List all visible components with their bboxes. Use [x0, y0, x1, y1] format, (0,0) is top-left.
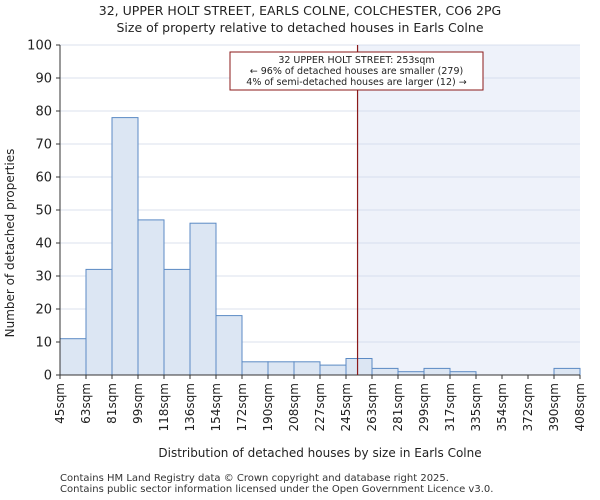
histogram-bar	[215, 315, 243, 376]
y-tick-label: 100	[27, 39, 52, 54]
x-tick-label: 136sqm	[183, 383, 197, 431]
x-tick-label: 99sqm	[131, 383, 145, 424]
histogram-bar	[137, 219, 165, 376]
x-tick-label: 408sqm	[573, 383, 587, 431]
chart-title: 32, UPPER HOLT STREET, EARLS COLNE, COLC…	[98, 3, 502, 18]
x-tick-label: 208sqm	[287, 383, 301, 431]
footer-licence: Contains public sector information licen…	[60, 484, 494, 495]
y-tick-label: 40	[35, 237, 52, 252]
x-tick-label: 372sqm	[521, 383, 535, 431]
x-tick-label: 227sqm	[313, 383, 327, 431]
y-tick-label: 80	[35, 105, 52, 120]
y-tick-label: 60	[35, 171, 52, 186]
histogram-bar	[371, 367, 399, 376]
histogram-bar	[111, 117, 139, 376]
histogram-bar	[345, 358, 373, 376]
x-tick-label: 390sqm	[547, 383, 561, 431]
histogram-bar	[423, 367, 451, 376]
y-tick-label: 70	[35, 138, 52, 153]
x-tick-label: 263sqm	[365, 383, 379, 431]
y-axis-label: Number of detached properties	[3, 149, 17, 338]
histogram-bar	[85, 268, 113, 376]
x-axis-label: Distribution of detached houses by size …	[158, 446, 481, 460]
annotation-line: 32 UPPER HOLT STREET: 253sqm	[278, 55, 434, 66]
x-tick-label: 81sqm	[105, 383, 119, 424]
x-tick-label: 45sqm	[53, 383, 67, 424]
x-tick-label: 317sqm	[443, 383, 457, 431]
y-tick-label: 0	[44, 369, 52, 384]
x-tick-label: 354sqm	[495, 383, 509, 431]
annotation-box	[229, 51, 484, 91]
histogram-bar	[241, 361, 269, 376]
histogram-bar	[267, 361, 295, 376]
annotation-line: 4% of semi-detached houses are larger (1…	[246, 77, 466, 88]
histogram-chart: 0 10 20 30 40 50 60 70 80 90 100 45sqm 63sqm 81sqm 99s…	[3, 39, 587, 461]
x-tick-label: 63sqm	[79, 383, 93, 424]
footer-copyright: Contains HM Land Registry data © Crown c…	[60, 473, 449, 484]
histogram-bar	[163, 268, 191, 376]
y-tick-label: 20	[35, 303, 52, 318]
y-tick-label: 50	[35, 204, 52, 219]
x-tick-label: 172sqm	[235, 383, 249, 431]
x-tick-label: 335sqm	[469, 383, 483, 431]
y-tick-label: 90	[35, 72, 52, 87]
histogram-bar	[319, 364, 347, 376]
x-tick-label: 154sqm	[209, 383, 223, 431]
histogram-bar	[553, 367, 581, 376]
x-tick-label: 245sqm	[339, 383, 353, 431]
histogram-bar	[59, 338, 87, 376]
histogram-bar	[189, 222, 217, 376]
x-tick-label: 118sqm	[157, 383, 171, 431]
chart-subtitle: Size of property relative to detached ho…	[116, 20, 484, 35]
y-tick-label: 10	[35, 336, 52, 351]
x-tick-label: 281sqm	[391, 383, 405, 431]
y-tick-label: 30	[35, 270, 52, 285]
annotation-line: ← 96% of detached houses are smaller (27…	[250, 66, 463, 77]
x-tick-label: 190sqm	[261, 383, 275, 431]
x-tick-label: 299sqm	[417, 383, 431, 431]
histogram-bar	[293, 361, 321, 376]
